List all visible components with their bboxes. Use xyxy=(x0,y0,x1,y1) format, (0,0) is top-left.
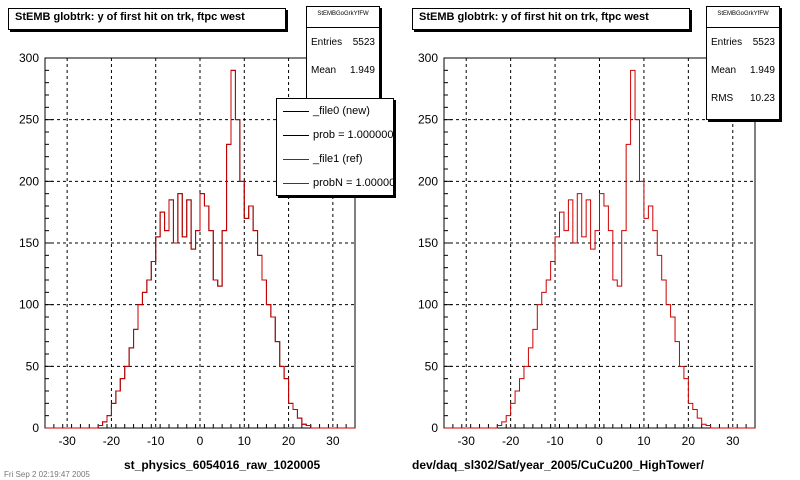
left-x-tick-label: -20 xyxy=(103,434,121,448)
left-series-1-line xyxy=(45,69,355,429)
right-x-tick-label: 10 xyxy=(637,434,651,448)
stats-value: 1.949 xyxy=(349,64,375,76)
stats-row: Entries 5523 xyxy=(307,28,379,56)
stats-label: RMS xyxy=(711,92,734,104)
right-x-tick-label: -10 xyxy=(546,434,564,448)
right-x-tick-label: -30 xyxy=(458,434,476,448)
legend-item: _file0 (new) xyxy=(277,99,393,123)
right-plot-title: StEMB globtrk: y of first hit on trk, ft… xyxy=(412,8,690,30)
right-y-tick-label: 300 xyxy=(418,51,438,65)
right-y-tick-label: 100 xyxy=(418,298,438,312)
right-y-tick-label: 150 xyxy=(418,236,438,250)
right-x-tick-label: 0 xyxy=(596,434,603,448)
stats-label: Mean xyxy=(711,64,737,76)
legend-item: prob = 1.000000 xyxy=(277,123,393,147)
legend-swatch xyxy=(283,183,309,184)
right-y-tick-label: 250 xyxy=(418,113,438,127)
left-y-tick-label: 150 xyxy=(19,236,39,250)
legend-swatch xyxy=(283,135,309,136)
left-x-tick-label: 10 xyxy=(238,434,252,448)
stats-row: Entries 5523 xyxy=(707,28,779,56)
right-x-tick-label: 30 xyxy=(726,434,740,448)
right-stats-header: StEMBGoGrkYfFW xyxy=(707,7,779,28)
left-y-tick-label: 0 xyxy=(32,421,39,435)
stats-value: 5523 xyxy=(352,36,375,48)
left-x-tick-label: 30 xyxy=(326,434,340,448)
legend-label: _file1 (ref) xyxy=(313,153,363,165)
footer-timestamp: Fri Sep 2 02:19:47 2005 xyxy=(4,470,90,479)
legend-label: _file0 (new) xyxy=(313,105,370,117)
stats-row: Mean 1.949 xyxy=(707,56,779,84)
right-x-axis-label: dev/daq_sl302/Sat/year_2005/CuCu200_High… xyxy=(412,458,704,472)
left-y-tick-label: 200 xyxy=(19,174,39,188)
left-x-tick-label: 20 xyxy=(282,434,296,448)
left-plot-title: StEMB globtrk: y of first hit on trk, ft… xyxy=(8,8,286,30)
stats-label: Entries xyxy=(311,36,343,48)
legend-item: probN = 1.000000 xyxy=(277,171,393,195)
right-y-tick-label: 50 xyxy=(425,359,439,373)
right-x-tick-label: 20 xyxy=(682,434,696,448)
left-y-tick-label: 50 xyxy=(26,359,40,373)
stats-value: 1.949 xyxy=(749,64,775,76)
right-x-tick-label: -20 xyxy=(502,434,520,448)
left-x-tick-label: 0 xyxy=(197,434,204,448)
right-stats-box: StEMBGoGrkYfFW Entries 5523 Mean 1.949 R… xyxy=(706,6,780,120)
stats-label: Mean xyxy=(311,64,337,76)
left-x-tick-label: -30 xyxy=(58,434,76,448)
legend-label: probN = 1.000000 xyxy=(313,177,394,189)
stats-value: 5523 xyxy=(752,36,775,48)
legend-label: prob = 1.000000 xyxy=(313,129,394,141)
stats-row: RMS 10.23 xyxy=(707,84,779,112)
legend-swatch xyxy=(283,111,309,112)
stats-row: Mean 1.949 xyxy=(307,56,379,84)
stats-value: 10.23 xyxy=(749,92,775,104)
left-x-axis-label: st_physics_6054016_raw_1020005 xyxy=(124,458,321,472)
right-y-tick-label: 200 xyxy=(418,174,438,188)
stats-label: Entries xyxy=(711,36,743,48)
left-y-tick-label: 100 xyxy=(19,298,39,312)
left-y-tick-label: 300 xyxy=(19,51,39,65)
right-series-0-line xyxy=(444,69,755,429)
right-y-tick-label: 0 xyxy=(431,421,438,435)
legend-item: _file1 (ref) xyxy=(277,147,393,171)
left-stats-header: StEMBGoGrkYfFW xyxy=(307,7,379,28)
legend: _file0 (new) prob = 1.000000 _file1 (ref… xyxy=(276,98,394,196)
legend-swatch xyxy=(283,159,309,160)
left-y-tick-label: 250 xyxy=(19,113,39,127)
left-x-tick-label: -10 xyxy=(147,434,165,448)
